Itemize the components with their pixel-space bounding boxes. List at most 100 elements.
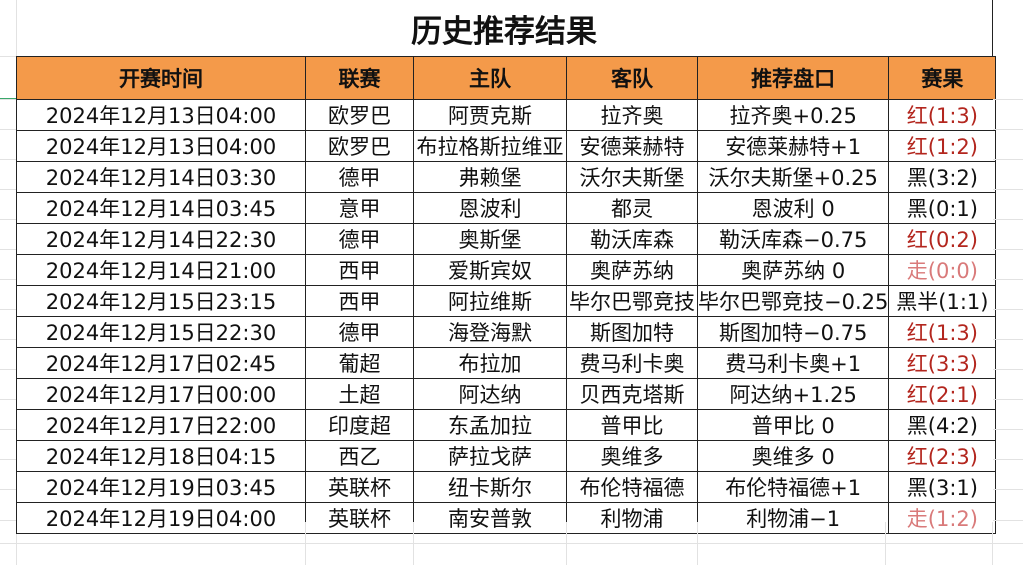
cell-away[interactable]: 拉齐奥 [566,99,698,131]
cell-time[interactable]: 2024年12月19日03:45 [16,471,306,503]
cell-time[interactable]: 2024年12月14日03:30 [16,161,306,193]
cell-result[interactable]: 黑半(1:1) [888,285,997,317]
grid-line [992,522,993,565]
cell-away[interactable]: 费马利卡奥 [566,347,698,379]
cell-home[interactable]: 阿拉维斯 [413,285,567,317]
cell-result[interactable]: 红(2:3) [888,440,997,472]
cell-time[interactable]: 2024年12月15日23:15 [16,285,306,317]
cell-pick[interactable]: 奥维多 0 [696,440,890,472]
cell-away[interactable]: 利物浦 [566,502,698,534]
cell-pick[interactable]: 恩波利 0 [696,192,890,224]
cell-pick[interactable]: 奥萨苏纳 0 [696,254,890,286]
cell-result[interactable]: 红(3:3) [888,347,997,379]
cell-home[interactable]: 东孟加拉 [413,409,567,441]
cell-league[interactable]: 英联杯 [305,471,414,503]
cell-time[interactable]: 2024年12月17日00:00 [16,378,306,410]
cell-time[interactable]: 2024年12月14日21:00 [16,254,306,286]
cell-home[interactable]: 爱斯宾奴 [413,254,567,286]
cell-league[interactable]: 西甲 [305,254,414,286]
cell-pick[interactable]: 安德莱赫特+1 [696,130,890,162]
grid-line [993,309,1023,310]
cell-league[interactable]: 英联杯 [305,502,414,534]
cell-away[interactable]: 斯图加特 [566,316,698,348]
cell-pick[interactable]: 毕尔巴鄂竞技−0.25 [696,285,890,317]
cell-result[interactable]: 红(0:2) [888,223,997,255]
cell-pick[interactable]: 拉齐奥+0.25 [696,99,890,131]
table-row: 2024年12月17日00:00 土超 阿达纳 贝西克塔斯 阿达纳+1.25 红(2:1) [16,378,997,410]
cell-away[interactable]: 奥维多 [566,440,698,472]
cell-pick[interactable]: 利物浦−1 [696,502,890,534]
cell-league[interactable]: 西甲 [305,285,414,317]
cell-time[interactable]: 2024年12月14日22:30 [16,223,306,255]
cell-home[interactable]: 布拉加 [413,347,567,379]
cell-home[interactable]: 弗赖堡 [413,161,567,193]
cell-result[interactable]: 红(1:3) [888,316,997,348]
grid-line [0,429,16,430]
col-header-result[interactable]: 赛果 [888,56,997,100]
cell-time[interactable]: 2024年12月19日04:00 [16,502,306,534]
cell-home[interactable]: 纽卡斯尔 [413,471,567,503]
cell-result[interactable]: 黑(3:2) [888,161,997,193]
cell-league[interactable]: 印度超 [305,409,414,441]
col-header-home[interactable]: 主队 [413,56,567,100]
cell-away[interactable]: 普甲比 [566,409,698,441]
cell-away[interactable]: 奥萨苏纳 [566,254,698,286]
cell-home[interactable]: 海登海默 [413,316,567,348]
cell-home[interactable]: 阿贾克斯 [413,99,567,131]
grid-line [413,522,414,565]
cell-result[interactable]: 红(1:3) [888,99,997,131]
col-header-pick[interactable]: 推荐盘口 [696,56,890,100]
cell-result[interactable]: 黑(3:1) [888,471,997,503]
cell-time[interactable]: 2024年12月17日22:00 [16,409,306,441]
col-header-away[interactable]: 客队 [566,56,698,100]
cell-time[interactable]: 2024年12月17日02:45 [16,347,306,379]
cell-result[interactable]: 红(2:1) [888,378,997,410]
cell-pick[interactable]: 费马利卡奥+1 [696,347,890,379]
cell-league[interactable]: 德甲 [305,223,414,255]
cell-result[interactable]: 走(1:2) [888,502,997,534]
cell-league[interactable]: 德甲 [305,316,414,348]
cell-league[interactable]: 西乙 [305,440,414,472]
cell-time[interactable]: 2024年12月14日03:45 [16,192,306,224]
cell-away[interactable]: 贝西克塔斯 [566,378,698,410]
cell-league[interactable]: 德甲 [305,161,414,193]
cell-league[interactable]: 土超 [305,378,414,410]
results-table: 开赛时间 联赛 主队 客队 推荐盘口 赛果 2024年12月13日04:00 欧罗巴 阿贾克斯… [16,56,997,534]
cell-away[interactable]: 毕尔巴鄂竞技 [566,285,698,317]
table-row: 2024年12月15日23:15 西甲 阿拉维斯 毕尔巴鄂竞技 毕尔巴鄂竞技−0.25 黑… [16,285,997,317]
cell-away[interactable]: 布伦特福德 [566,471,698,503]
cell-home[interactable]: 萨拉戈萨 [413,440,567,472]
cell-result[interactable]: 黑(0:1) [888,192,997,224]
cell-pick[interactable]: 斯图加特−0.75 [696,316,890,348]
cell-pick[interactable]: 阿达纳+1.25 [696,378,890,410]
cell-away[interactable]: 沃尔夫斯堡 [566,161,698,193]
cell-away[interactable]: 勒沃库森 [566,223,698,255]
cell-home[interactable]: 布拉格斯拉维亚 [413,130,567,162]
cell-result[interactable]: 红(1:2) [888,130,997,162]
cell-away[interactable]: 都灵 [566,192,698,224]
cell-pick[interactable]: 布伦特福德+1 [696,471,890,503]
cell-league[interactable]: 欧罗巴 [305,130,414,162]
cell-league[interactable]: 葡超 [305,347,414,379]
grid-line [0,369,16,370]
cell-away[interactable]: 安德莱赫特 [566,130,698,162]
cell-pick[interactable]: 沃尔夫斯堡+0.25 [696,161,890,193]
cell-time[interactable]: 2024年12月15日22:30 [16,316,306,348]
cell-time[interactable]: 2024年12月13日04:00 [16,130,306,162]
cell-home[interactable]: 阿达纳 [413,378,567,410]
col-header-league[interactable]: 联赛 [305,56,414,100]
cell-home[interactable]: 恩波利 [413,192,567,224]
grid-line [0,159,16,160]
table-row: 2024年12月17日22:00 印度超 东孟加拉 普甲比 普甲比 0 黑(4:2) [16,409,997,441]
cell-result[interactable]: 黑(4:2) [888,409,997,441]
cell-league[interactable]: 意甲 [305,192,414,224]
cell-home[interactable]: 奥斯堡 [413,223,567,255]
cell-result[interactable]: 走(0:0) [888,254,997,286]
col-header-time[interactable]: 开赛时间 [16,56,306,100]
cell-pick[interactable]: 勒沃库森−0.75 [696,223,890,255]
cell-time[interactable]: 2024年12月18日04:15 [16,440,306,472]
cell-time[interactable]: 2024年12月13日04:00 [16,99,306,131]
cell-league[interactable]: 欧罗巴 [305,99,414,131]
cell-pick[interactable]: 普甲比 0 [696,409,890,441]
cell-home[interactable]: 南安普敦 [413,502,567,534]
